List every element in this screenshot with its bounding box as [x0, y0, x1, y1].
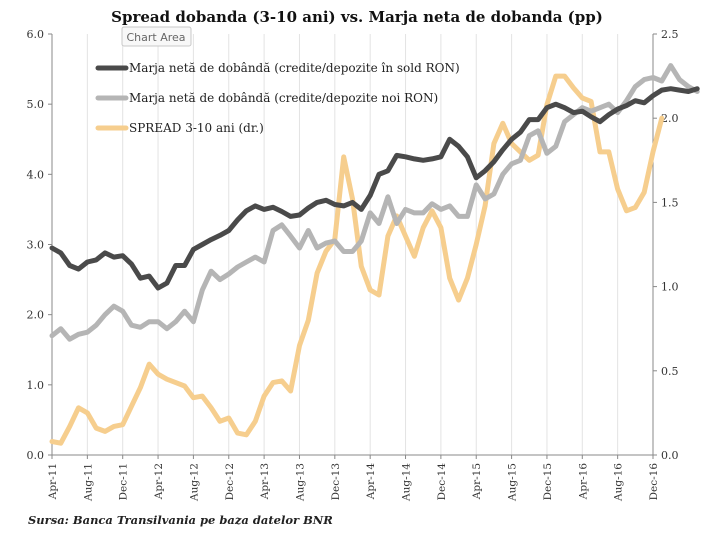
spread-line [49, 73, 665, 446]
marja-noi-line [49, 63, 700, 342]
right-tick-label: 1.0 [661, 281, 679, 294]
tooltip-label: Chart Area [126, 31, 185, 44]
legend-label: SPREAD 3-10 ani (dr.) [129, 121, 264, 135]
grid [86, 34, 619, 455]
x-tick-label: Aug-13 [294, 463, 306, 502]
x-tick-label: Aug-12 [188, 463, 200, 502]
x-tick-label: Dec-15 [542, 463, 554, 500]
x-tick-label: Aug-16 [613, 463, 625, 502]
x-tick-label: Aug-15 [507, 463, 519, 502]
legend-label: Marja netă de dobândă (credite/depozite … [129, 61, 460, 75]
left-tick-label: 5.0 [27, 98, 45, 111]
x-tick-label: Dec-14 [436, 463, 448, 501]
x-tick-label: Apr-16 [577, 463, 589, 501]
right-tick-label: 2.5 [661, 28, 679, 41]
marja-sold-line [49, 86, 700, 291]
left-tick-label: 1.0 [27, 379, 45, 392]
right-tick-label: 1.5 [661, 196, 679, 209]
left-tick-label: 6.0 [27, 28, 45, 41]
x-axis-ticks: Apr-11 Aug-11 Dec-11 Apr-12 Aug-12 Dec-12 Apr-… [47, 455, 660, 502]
series-layer [49, 63, 700, 446]
right-tick-label: 2.0 [661, 112, 679, 125]
left-tick-label: 3.0 [27, 239, 45, 252]
tooltip-box [121, 26, 192, 47]
chart-area-tooltip: Chart Area [121, 26, 192, 47]
legend: Marja netă de dobândă (credite/depozite … [95, 61, 460, 135]
x-tick-label: Apr-13 [259, 463, 271, 500]
x-tick-label: Apr-11 [47, 463, 59, 500]
left-tick-label: 2.0 [27, 309, 45, 322]
legend-label: Marja netă de dobândă (credite/depozite … [129, 91, 438, 105]
x-tick-label: Dec-12 [224, 463, 236, 500]
right-tick-label: 0.0 [661, 449, 679, 462]
x-tick-label: Dec-13 [330, 463, 342, 500]
x-tick-label: Apr-15 [471, 463, 483, 500]
right-axis-ticks: 0.0 0.5 1.0 1.5 2.0 2.5 [653, 28, 679, 462]
chart-title: Spread dobanda (3-10 ani) vs. Marja neta… [111, 8, 603, 26]
left-tick-label: 4.0 [27, 168, 45, 181]
x-tick-label: Dec-16 [648, 463, 660, 501]
right-tick-label: 0.5 [661, 365, 679, 378]
left-tick-label: 0.0 [27, 449, 45, 462]
source-note: Sursa: Banca Transilvania pe baza datelo… [28, 513, 333, 527]
x-tick-label: Dec-11 [118, 463, 130, 500]
left-axis-ticks: 0.0 1.0 2.0 3.0 4.0 5.0 6.0 [27, 28, 52, 462]
x-tick-label: Apr-12 [153, 463, 165, 500]
x-tick-label: Apr-14 [365, 463, 377, 501]
x-tick-label: Aug-14 [401, 463, 413, 502]
x-tick-label: Aug-11 [82, 463, 94, 502]
